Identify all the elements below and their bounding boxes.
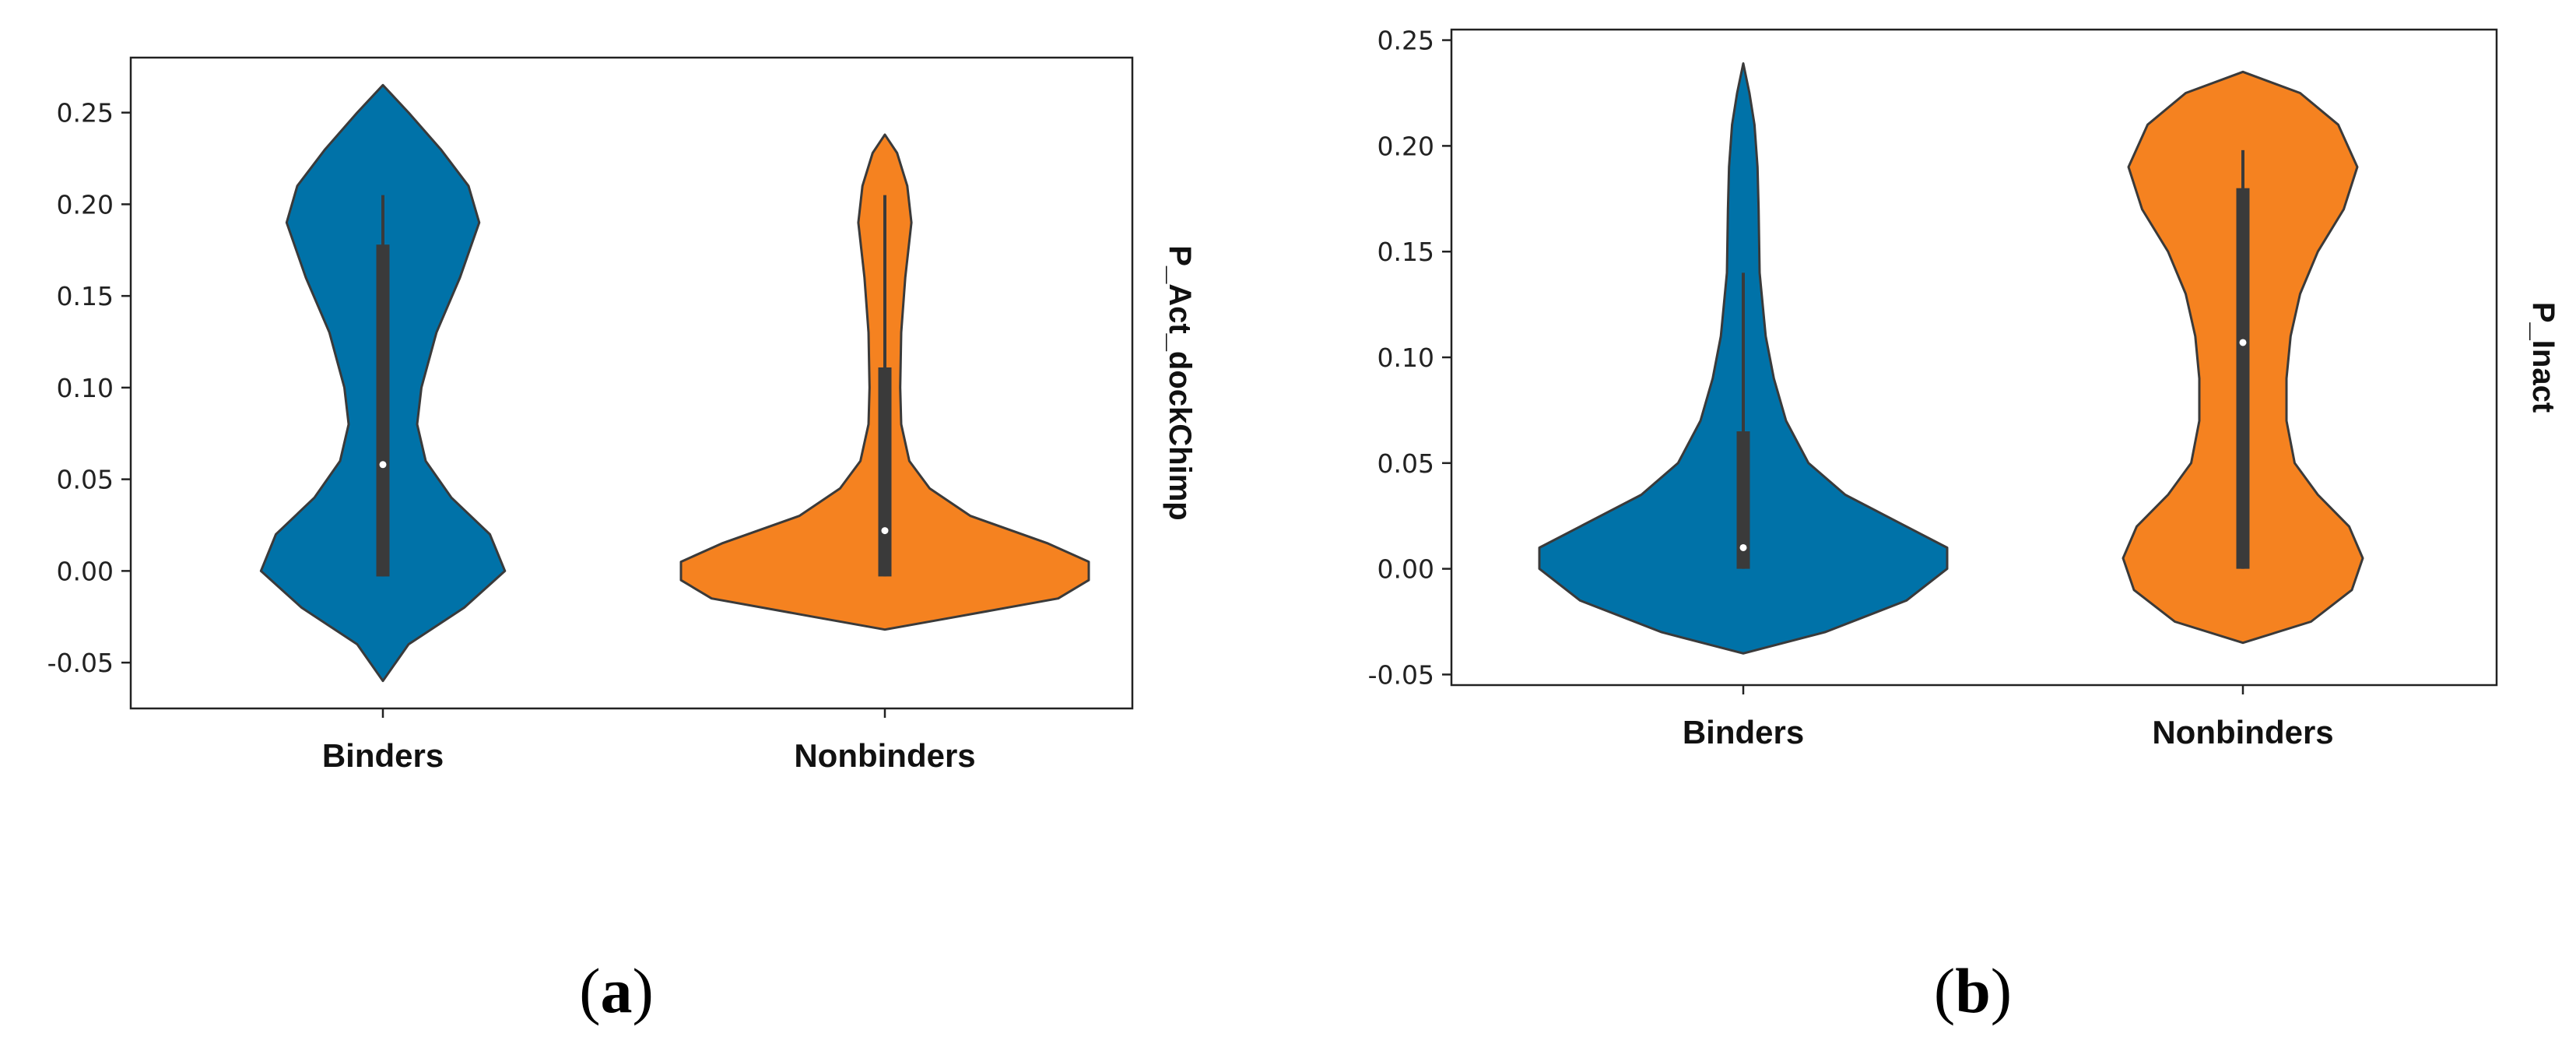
box-nonbinders [2236, 188, 2250, 569]
y-tick-label: 0.25 [1377, 26, 1434, 56]
box-binders [376, 244, 390, 577]
category-label: Binders [1683, 714, 1804, 750]
median-nonbinders [881, 527, 889, 535]
y-tick-label: 0.25 [57, 98, 114, 128]
y-tick-label: 0.05 [1377, 448, 1434, 479]
median-nonbinders [2239, 339, 2247, 346]
category-label: Binders [322, 737, 444, 774]
y-tick-label: -0.05 [47, 648, 114, 678]
panel-label: (b) [1934, 955, 2012, 1026]
y-tick-label: 0.15 [57, 281, 114, 311]
y-tick-label: 0.20 [1377, 131, 1434, 161]
category-label: Nonbinders [794, 737, 975, 774]
plot-frame [129, 56, 1134, 710]
median-binders [379, 461, 387, 469]
y-tick-label: 0.00 [57, 556, 114, 586]
box-nonbinders [878, 367, 892, 577]
box-binders [1736, 431, 1750, 569]
y-tick-label: 0.05 [57, 465, 114, 495]
y-tick-label: 0.15 [1377, 237, 1434, 267]
y-tick-label: -0.05 [1368, 659, 1434, 690]
panel-label: (a) [579, 955, 654, 1026]
category-label: Nonbinders [2152, 714, 2333, 750]
y-tick-label: 0.20 [57, 189, 114, 220]
y-axis-label: P_Inact [2526, 302, 2560, 413]
y-tick-label: 0.10 [1377, 343, 1434, 373]
median-binders [1739, 543, 1747, 551]
y-tick-label: 0.00 [1377, 554, 1434, 585]
y-tick-label: 0.10 [57, 373, 114, 403]
panel-b: -0.05 0.00 0.05 0.10 0.15 0.20 0.25 Binders Nonb… [1368, 26, 2560, 1026]
panel-a: -0.05 0.00 0.05 0.10 0.15 0.20 0.25 Binders Nonb… [47, 56, 1197, 1026]
y-axis-label: P_Act_dockChimp [1163, 245, 1197, 520]
